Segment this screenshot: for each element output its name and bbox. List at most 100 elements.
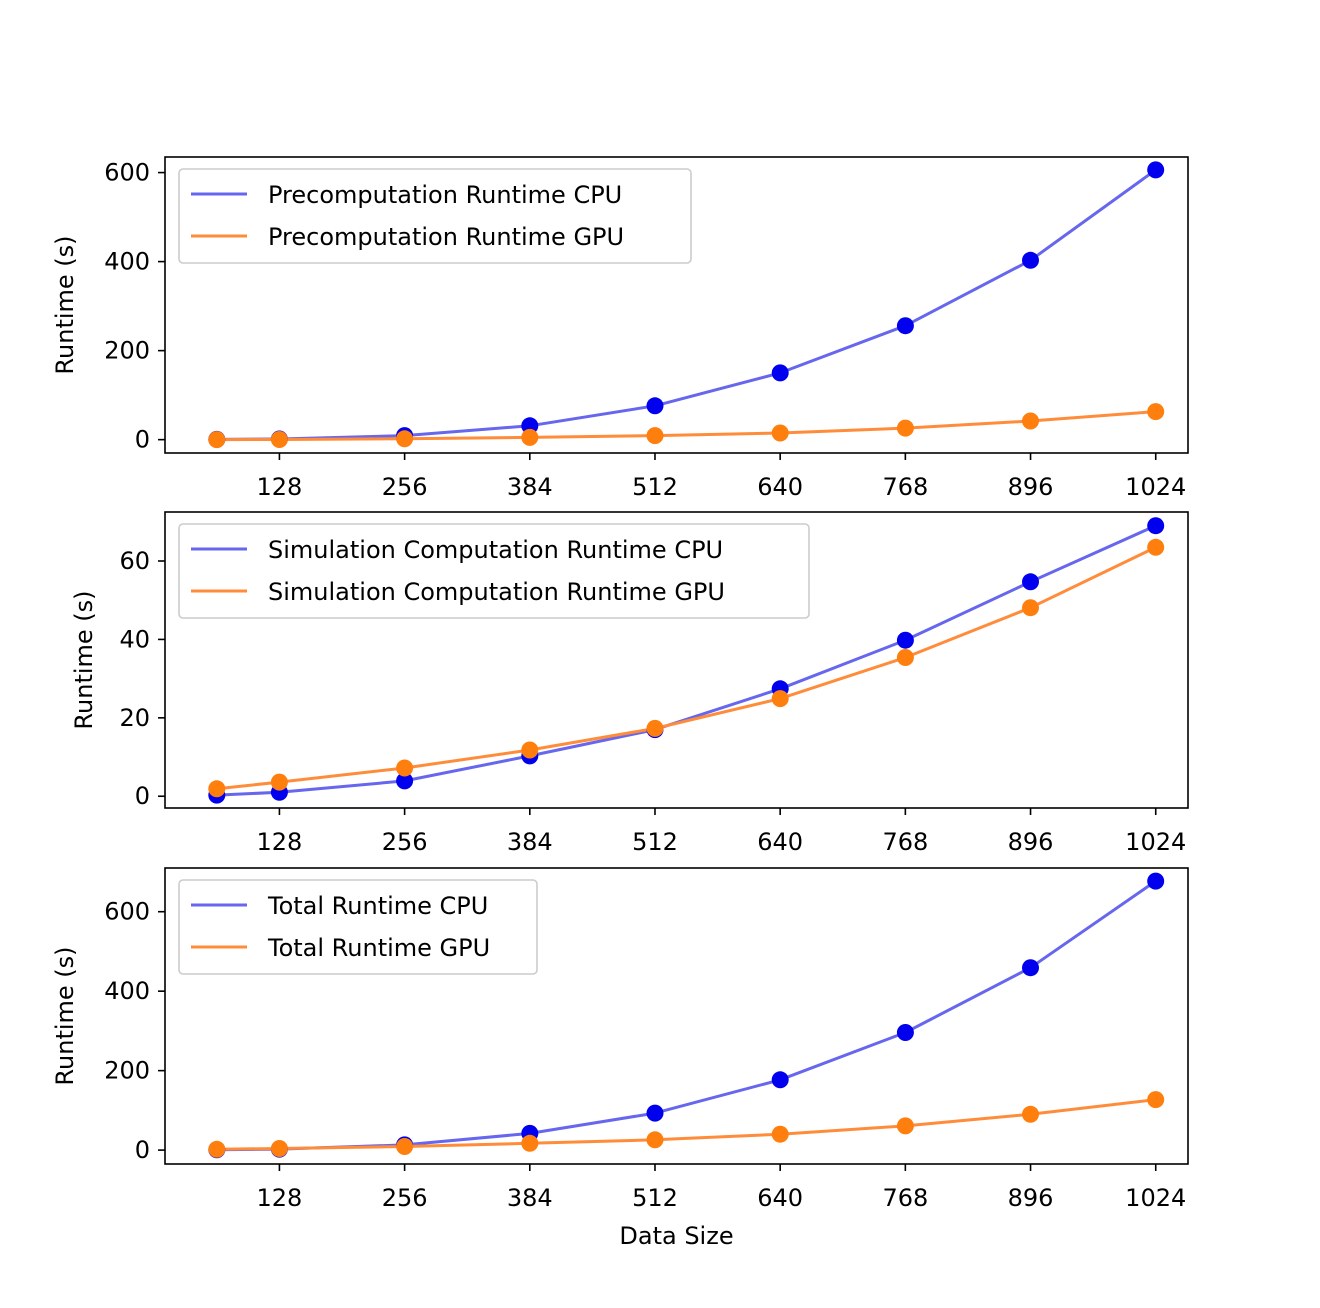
data-point-gpu: [521, 428, 539, 446]
legend: Precomputation Runtime CPU Precomputation…: [178, 168, 692, 264]
data-point-gpu: [1147, 403, 1165, 421]
data-point-gpu: [1147, 1091, 1165, 1109]
legend-label-gpu: Precomputation Runtime GPU: [268, 223, 624, 251]
data-point-cpu: [1147, 517, 1165, 535]
x-tick-label: 768: [882, 828, 928, 856]
data-point-gpu: [896, 419, 914, 437]
legend-box: [178, 168, 692, 264]
x-tick-label: 256: [382, 473, 428, 501]
x-tick-label: 1024: [1125, 828, 1186, 856]
data-point-cpu: [771, 364, 789, 382]
x-tick-label: 1024: [1125, 473, 1186, 501]
x-tick-label: 128: [257, 473, 303, 501]
x-tick-label: 128: [257, 828, 303, 856]
data-point-cpu: [771, 1071, 789, 1089]
y-tick-label: 0: [135, 426, 150, 454]
data-point-cpu: [646, 1104, 664, 1122]
legend: Simulation Computation Runtime CPU Simula…: [178, 523, 810, 619]
y-axis-label: Runtime (s): [51, 946, 79, 1085]
y-tick-label: 600: [104, 898, 150, 926]
legend-label-cpu: Total Runtime CPU: [267, 892, 488, 920]
legend: Total Runtime CPU Total Runtime GPU: [178, 879, 538, 975]
data-point-cpu: [1147, 872, 1165, 890]
data-point-cpu: [646, 397, 664, 415]
data-point-cpu: [896, 631, 914, 649]
x-axis-label: Data Size: [619, 1222, 733, 1250]
data-point-gpu: [896, 1117, 914, 1135]
y-axis-label: Runtime (s): [70, 590, 98, 729]
legend-label-cpu: Precomputation Runtime CPU: [268, 181, 622, 209]
data-point-cpu: [896, 1024, 914, 1041]
x-tick-label: 640: [757, 1184, 803, 1212]
data-point-gpu: [1022, 1105, 1039, 1123]
x-tick-label: 640: [757, 473, 803, 501]
legend-label-gpu: Total Runtime GPU: [267, 934, 490, 962]
x-tick-label: 384: [507, 473, 553, 501]
data-point-cpu: [396, 772, 414, 790]
data-point-gpu: [396, 759, 414, 777]
data-point-gpu: [270, 431, 288, 448]
data-point-cpu: [896, 317, 914, 335]
y-tick-label: 400: [104, 248, 150, 276]
data-point-gpu: [771, 1125, 789, 1143]
legend-label-gpu: Simulation Computation Runtime GPU: [268, 578, 725, 606]
data-point-cpu: [1147, 161, 1165, 179]
y-tick-label: 40: [119, 625, 150, 653]
x-tick-label: 896: [1008, 473, 1054, 501]
series-line-gpu: [216, 1098, 1156, 1151]
data-point-gpu: [521, 741, 539, 759]
x-tick-label: 512: [632, 473, 678, 501]
y-tick-label: 60: [119, 547, 150, 575]
y-tick-label: 0: [135, 1136, 150, 1164]
axes-frame: [164, 867, 1189, 1165]
subplot-3: 128 256 384 512 640 768 896 1024 0 200 400 600 Runti…: [51, 867, 1189, 1250]
data-point-gpu: [646, 1131, 664, 1149]
y-tick-label: 200: [104, 1057, 150, 1085]
x-tick-label: 384: [507, 828, 553, 856]
data-point-gpu: [208, 1140, 226, 1158]
x-tick-label: 256: [382, 1184, 428, 1212]
x-tick-label: 768: [882, 1184, 928, 1212]
data-point-gpu: [270, 773, 288, 791]
axes-frame: [164, 156, 1189, 454]
legend-label-cpu: Simulation Computation Runtime CPU: [268, 536, 723, 564]
subplot-1: 128 256 384 512 640 768 896 1024 0 200 400 600 Runti…: [51, 156, 1189, 501]
data-point-gpu: [896, 649, 914, 666]
data-point-gpu: [646, 427, 664, 445]
y-tick-label: 0: [135, 782, 150, 810]
data-point-cpu: [1022, 573, 1039, 591]
subplot-2: 128 256 384 512 640 768 896 1024 0 20 40 60 Runtime …: [70, 511, 1189, 856]
x-tick-label: 384: [507, 1184, 553, 1212]
data-point-gpu: [1022, 412, 1039, 430]
y-tick-label: 200: [104, 337, 150, 365]
axes-frame: [164, 511, 1189, 809]
x-tick-label: 768: [882, 473, 928, 501]
data-point-gpu: [396, 1138, 414, 1155]
y-tick-label: 400: [104, 977, 150, 1005]
x-tick-label: 256: [382, 828, 428, 856]
data-point-gpu: [521, 1134, 539, 1152]
legend-box: [178, 879, 538, 975]
data-point-gpu: [771, 690, 789, 708]
y-axis-label: Runtime (s): [51, 235, 79, 374]
y-tick-label: 600: [104, 159, 150, 187]
x-tick-label: 1024: [1125, 1184, 1186, 1212]
y-tick-label: 20: [119, 704, 150, 732]
data-point-gpu: [270, 1140, 288, 1157]
data-point-gpu: [208, 780, 226, 798]
data-point-gpu: [1147, 538, 1165, 556]
data-point-gpu: [208, 431, 226, 449]
x-tick-label: 640: [757, 828, 803, 856]
x-tick-label: 896: [1008, 828, 1054, 856]
data-point-cpu: [1022, 959, 1039, 977]
data-point-gpu: [1022, 599, 1039, 617]
x-tick-label: 512: [632, 1184, 678, 1212]
data-point-gpu: [771, 424, 789, 442]
x-tick-label: 128: [257, 1184, 303, 1212]
data-point-gpu: [396, 430, 414, 448]
data-point-cpu: [1022, 251, 1039, 269]
data-point-gpu: [646, 719, 664, 737]
x-tick-label: 512: [632, 828, 678, 856]
x-tick-label: 896: [1008, 1184, 1054, 1212]
